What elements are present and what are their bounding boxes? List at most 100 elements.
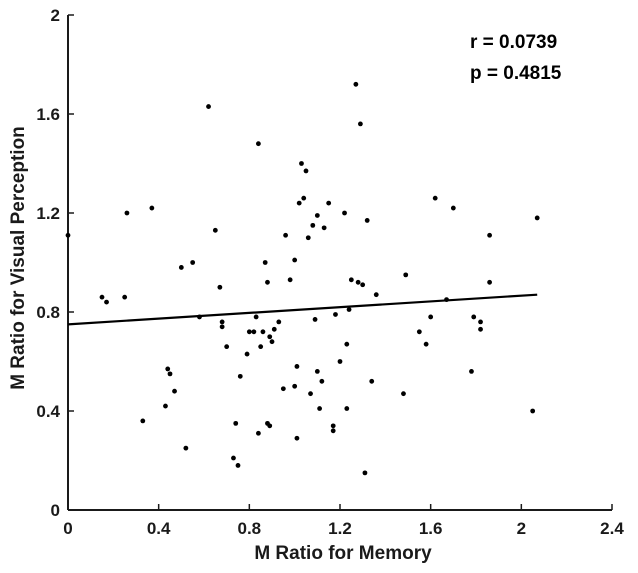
x-tick-label: 1.2	[328, 519, 352, 538]
data-point	[140, 418, 146, 424]
data-point	[124, 210, 130, 216]
data-point	[122, 294, 128, 300]
data-point	[478, 326, 483, 332]
data-point	[99, 294, 105, 300]
data-point	[471, 314, 477, 320]
x-tick-label: 0.8	[238, 519, 262, 538]
data-point	[342, 210, 347, 216]
data-point	[292, 383, 298, 389]
data-point	[294, 364, 300, 369]
r-annotation: r = 0.0739	[470, 32, 557, 53]
data-point	[212, 227, 218, 233]
data-point	[344, 341, 350, 347]
data-point	[403, 272, 409, 278]
data-point	[303, 168, 309, 174]
y-ticks: 0 0.4 0.8 1.2 1.6 2	[36, 6, 74, 520]
data-point	[353, 81, 359, 87]
data-point	[190, 260, 196, 265]
data-point	[206, 104, 211, 109]
data-point	[267, 423, 273, 429]
data-point	[292, 257, 298, 263]
x-axis-label: M Ratio for Memory	[254, 543, 432, 564]
data-point	[319, 378, 325, 384]
y-tick-label: 2	[51, 6, 60, 25]
data-point	[65, 232, 71, 238]
data-point	[262, 260, 268, 265]
data-point	[330, 428, 336, 434]
data-point	[369, 378, 375, 384]
data-point	[267, 334, 273, 340]
x-tick-label: 2	[517, 519, 526, 538]
y-tick-label: 0.4	[36, 402, 60, 421]
data-point	[251, 329, 257, 335]
data-point	[265, 279, 270, 285]
axes	[67, 15, 612, 511]
data-point	[355, 279, 361, 285]
data-point	[534, 215, 540, 221]
data-point	[416, 329, 422, 335]
data-point	[183, 445, 189, 451]
y-tick-label: 1.6	[36, 105, 60, 124]
y-axis-label: M Ratio for Visual Perception	[8, 126, 29, 390]
data-point	[235, 463, 241, 468]
x-tick-label: 1.6	[419, 519, 443, 538]
y-tick-label: 1.2	[36, 204, 60, 223]
x-tick-label: 2.4	[600, 519, 624, 538]
data-point	[432, 195, 438, 201]
data-point	[167, 371, 173, 377]
data-point	[219, 319, 225, 325]
data-point	[305, 235, 311, 241]
data-point	[358, 121, 363, 127]
y-tick-label: 0.8	[36, 303, 60, 322]
data-point	[326, 200, 332, 206]
data-point	[244, 351, 250, 357]
data-point	[237, 373, 243, 379]
data-point	[362, 470, 368, 476]
data-point	[163, 403, 168, 409]
data-point	[256, 141, 261, 147]
data-point	[487, 279, 492, 285]
data-point	[271, 326, 277, 332]
data-point	[530, 408, 536, 414]
data-point	[478, 319, 483, 325]
data-point	[258, 344, 264, 350]
data-point	[233, 420, 239, 426]
data-point	[310, 222, 316, 228]
data-point	[253, 314, 259, 320]
data-point	[428, 314, 434, 320]
data-point	[217, 284, 223, 290]
data-point	[450, 205, 456, 211]
data-point	[401, 391, 406, 397]
data-point	[333, 312, 338, 317]
data-point	[165, 366, 171, 372]
data-point	[269, 339, 275, 345]
data-point	[364, 218, 370, 223]
data-point	[337, 359, 343, 364]
data-point	[373, 292, 379, 298]
data-point	[423, 341, 429, 347]
x-ticks: 0 0.4 0.8 1.2 1.6 2 2.4	[63, 504, 624, 538]
data-point	[178, 265, 184, 270]
data-point	[469, 369, 474, 374]
data-point	[296, 200, 302, 206]
data-point	[314, 213, 320, 218]
data-point	[344, 406, 350, 411]
data-point	[280, 386, 286, 392]
data-points	[65, 81, 540, 476]
data-point	[256, 430, 261, 436]
data-point	[260, 329, 266, 335]
data-point	[299, 161, 304, 166]
data-point	[314, 369, 320, 374]
data-point	[317, 406, 322, 411]
data-point	[312, 317, 318, 322]
data-point	[346, 307, 352, 312]
data-point	[487, 232, 492, 238]
data-point	[149, 205, 155, 211]
data-point	[348, 277, 354, 283]
data-point	[330, 423, 336, 429]
data-point	[219, 324, 225, 330]
data-point	[360, 282, 366, 288]
data-point	[276, 319, 282, 325]
data-point	[301, 195, 307, 201]
data-point	[283, 232, 288, 238]
